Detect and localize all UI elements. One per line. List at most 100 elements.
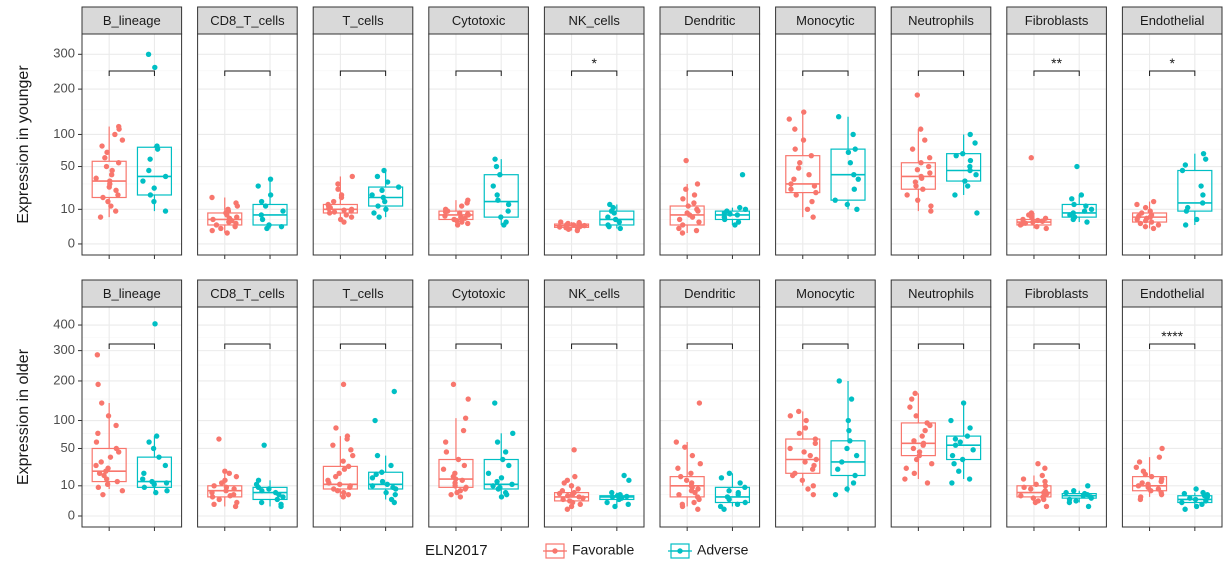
data-point <box>788 186 794 192</box>
box-favorable <box>91 123 127 220</box>
data-point <box>341 466 348 472</box>
data-point <box>112 208 119 214</box>
panel-Dendritic: Dendritic <box>659 6 761 259</box>
data-point <box>340 489 347 496</box>
data-point <box>494 439 501 445</box>
box-favorable <box>669 400 705 512</box>
data-point <box>452 470 458 476</box>
data-point <box>792 126 798 132</box>
y-tick-label: 300 <box>53 342 75 357</box>
data-point <box>844 486 850 492</box>
data-point <box>915 197 921 203</box>
iqr-box <box>368 186 404 207</box>
data-point <box>913 413 919 419</box>
data-point <box>490 483 496 489</box>
data-point <box>340 381 347 388</box>
data-point <box>372 417 378 424</box>
data-point <box>233 473 240 480</box>
box-adverse <box>830 378 866 498</box>
data-point <box>1081 208 1088 214</box>
data-point <box>234 214 240 220</box>
data-point <box>1035 217 1041 224</box>
data-point <box>381 167 387 174</box>
strip-label: B_lineage <box>103 13 161 28</box>
data-point <box>689 452 696 459</box>
data-point <box>442 439 449 445</box>
data-point <box>811 183 818 189</box>
data-point <box>1182 162 1189 168</box>
legend: ELN2017 Favorable Adverse <box>425 542 749 559</box>
data-point <box>145 51 152 58</box>
data-point <box>802 459 808 465</box>
data-point <box>911 438 917 444</box>
data-point <box>1028 486 1034 492</box>
data-point <box>800 137 807 143</box>
data-point <box>914 92 921 98</box>
data-point <box>1084 219 1090 225</box>
data-point <box>341 207 347 213</box>
strip-background <box>543 6 645 35</box>
data-point <box>852 146 858 152</box>
strip-background <box>1121 6 1223 35</box>
data-point <box>1179 499 1185 506</box>
data-point <box>510 430 516 437</box>
data-point <box>500 456 506 463</box>
legend-entry-favorable: Favorable <box>543 542 634 559</box>
strip-background <box>1121 279 1223 308</box>
data-point <box>810 214 816 220</box>
box-adverse <box>483 156 519 228</box>
data-point <box>162 173 169 180</box>
data-point <box>907 404 913 410</box>
data-point <box>565 220 571 227</box>
y-tick-label: 0 <box>68 507 75 522</box>
bracket-line <box>1033 70 1080 76</box>
data-point <box>726 488 732 494</box>
strip-label: NK_cells <box>569 13 621 28</box>
data-point <box>967 157 974 164</box>
data-point <box>850 131 856 138</box>
iqr-box <box>322 465 358 490</box>
data-point <box>280 494 286 500</box>
data-point <box>694 181 701 187</box>
data-point <box>261 442 267 448</box>
data-point <box>1070 210 1076 216</box>
data-point <box>957 439 963 445</box>
data-point <box>844 201 851 208</box>
data-point <box>442 213 448 219</box>
strip-label: Monocytic <box>796 13 855 28</box>
data-point <box>1069 196 1075 202</box>
gridlines <box>313 307 413 527</box>
comparison-bracket <box>455 343 502 349</box>
panel-Dendritic: Dendritic <box>659 279 761 531</box>
panel-Endothelial: Endothelial **** <box>1121 279 1223 531</box>
data-point <box>813 189 819 196</box>
data-point <box>1035 498 1041 504</box>
data-point <box>813 456 819 463</box>
data-point <box>1150 198 1157 205</box>
data-point <box>156 454 162 460</box>
data-point <box>1083 203 1089 209</box>
comparison-bracket <box>455 70 502 76</box>
data-point <box>960 400 967 406</box>
data-point <box>724 494 731 500</box>
data-point <box>211 483 217 489</box>
comparison-bracket <box>686 70 733 76</box>
data-point <box>797 160 803 166</box>
data-point <box>509 481 515 488</box>
data-point <box>104 149 110 156</box>
data-point <box>459 219 465 225</box>
data-point <box>902 476 908 482</box>
data-point <box>1199 501 1205 508</box>
iqr-box <box>785 155 821 194</box>
data-point <box>845 417 851 424</box>
data-point <box>149 478 155 485</box>
strip-label: Dendritic <box>684 13 736 28</box>
data-point <box>1159 445 1165 452</box>
data-point <box>152 321 158 327</box>
data-point <box>607 201 613 208</box>
data-point <box>502 449 509 455</box>
comparison-bracket <box>108 343 155 349</box>
data-point <box>1192 496 1199 503</box>
data-point <box>332 473 339 480</box>
